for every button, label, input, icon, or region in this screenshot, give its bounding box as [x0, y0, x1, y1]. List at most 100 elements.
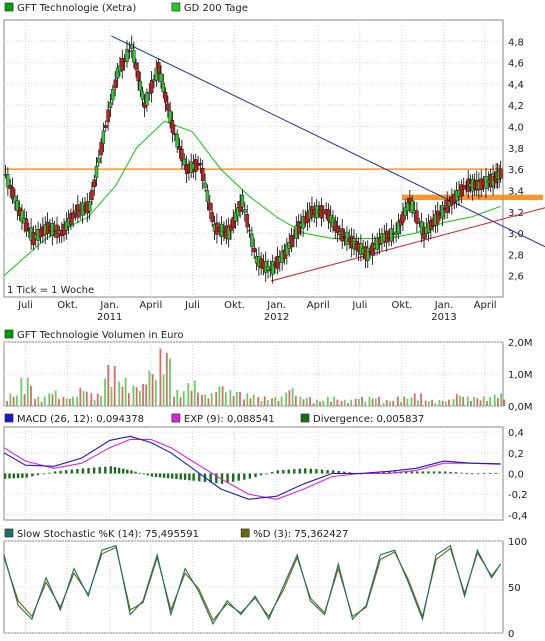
price-candle: [138, 80, 142, 91]
volume-bar: [493, 394, 496, 406]
volume-bar: [121, 386, 124, 406]
price-candle: [405, 201, 410, 211]
divergence-bar: [81, 468, 85, 474]
volume-bar: [118, 381, 121, 406]
trend-line: [270, 207, 545, 282]
volume-bar: [368, 396, 371, 406]
divergence-bar: [220, 473, 224, 484]
divergence-bar: [465, 473, 468, 474]
legend-label: Slow Stochastic %K (14): 75,495591: [17, 529, 199, 540]
volume-bar: [452, 399, 455, 406]
volume-bar: [392, 401, 395, 406]
volume-bar: [215, 391, 218, 406]
price-candle: [203, 182, 207, 188]
legend-label: MACD (26, 12): 0,094378: [17, 414, 144, 425]
tick-note: 1 Tick = 1 Woche: [7, 285, 94, 296]
price-candle: [498, 168, 503, 179]
divergence-bar: [36, 473, 40, 476]
divergence-bar: [476, 473, 480, 475]
divergence-bar: [109, 466, 113, 474]
divergence-bar: [287, 469, 290, 474]
divergence-bar: [438, 471, 441, 474]
volume-bar: [438, 400, 441, 406]
divergence-bar: [449, 471, 452, 474]
volume-bar: [135, 387, 138, 406]
volume-bar: [336, 399, 339, 406]
price-candle: [76, 204, 80, 218]
price-candle: [113, 79, 117, 89]
volume-bar: [26, 377, 29, 406]
divergence-bar: [243, 473, 246, 480]
volume-bar: [459, 395, 461, 406]
macd-panel-y-tick: -0,4: [508, 511, 528, 522]
macd-line: [3, 435, 501, 500]
divergence-bar: [254, 473, 257, 478]
volume-bar: [124, 377, 127, 406]
divergence-bar: [4, 473, 7, 479]
x-tick-label: Juli: [184, 300, 200, 311]
price-candle: [198, 163, 203, 165]
divergence-bar: [53, 471, 57, 474]
x-tick-label: April: [307, 300, 330, 311]
volume-bar: [382, 403, 385, 406]
volume-panel-y-tick: 0,0M: [508, 402, 533, 413]
exp-line: [3, 438, 501, 500]
price-candle: [210, 212, 214, 223]
divergence-bar: [282, 469, 285, 474]
price-candle: [370, 242, 375, 256]
volume-bar: [165, 352, 168, 406]
volume-bar: [257, 397, 260, 406]
volume-bar: [54, 390, 57, 406]
volume-bar: [197, 392, 199, 406]
volume-bar: [406, 398, 409, 406]
price-panel-y-tick: 3,2: [508, 208, 524, 219]
divergence-bar: [138, 472, 141, 474]
divergence-bar: [237, 473, 240, 481]
divergence-bar: [130, 470, 133, 474]
divergence-bar: [416, 471, 419, 474]
legend-swatch: [171, 413, 181, 423]
volume-bar: [263, 396, 266, 406]
divergence-bar: [59, 470, 62, 474]
price-candle: [168, 110, 172, 123]
volume-bar: [51, 394, 54, 406]
volume-bar: [371, 398, 374, 406]
divergence-bar: [117, 467, 121, 474]
divergence-bar: [48, 472, 51, 474]
price-candle: [50, 223, 55, 237]
price-panel-y-tick: 3,4: [508, 186, 524, 197]
divergence-bar: [293, 469, 296, 474]
volume-bar: [182, 391, 185, 406]
x-tick-label: Jan.: [266, 300, 286, 311]
volume-bar: [319, 401, 321, 406]
price-candle: [285, 244, 289, 256]
volume-bar: [403, 396, 406, 406]
volume-bar: [374, 398, 377, 406]
volume-bar: [396, 396, 399, 406]
volume-bar: [330, 401, 332, 406]
legend-swatch: [300, 413, 310, 423]
volume-bar: [431, 399, 433, 406]
divergence-bar: [215, 473, 218, 484]
legend-swatch: [240, 528, 250, 538]
volume-bar: [358, 398, 360, 406]
volume-bar: [104, 378, 106, 406]
divergence-bar: [231, 473, 235, 482]
volume-bar: [62, 396, 65, 406]
divergence-bar: [432, 471, 436, 474]
x-tick-label: Juli: [17, 300, 33, 311]
volume-bar: [420, 393, 423, 406]
volume-bar: [364, 401, 367, 406]
price-candle: [130, 44, 134, 49]
price-candle: [250, 233, 254, 247]
volume-bar: [113, 366, 116, 406]
volume-bar: [489, 396, 492, 406]
volume-bar: [410, 397, 413, 406]
volume-bar: [417, 400, 419, 406]
divergence-bar: [198, 473, 201, 482]
volume-bar: [389, 401, 391, 406]
divergence-bar: [65, 470, 68, 474]
divergence-bar: [388, 471, 391, 474]
volume-bar: [210, 393, 213, 406]
volume-bar: [37, 396, 40, 406]
